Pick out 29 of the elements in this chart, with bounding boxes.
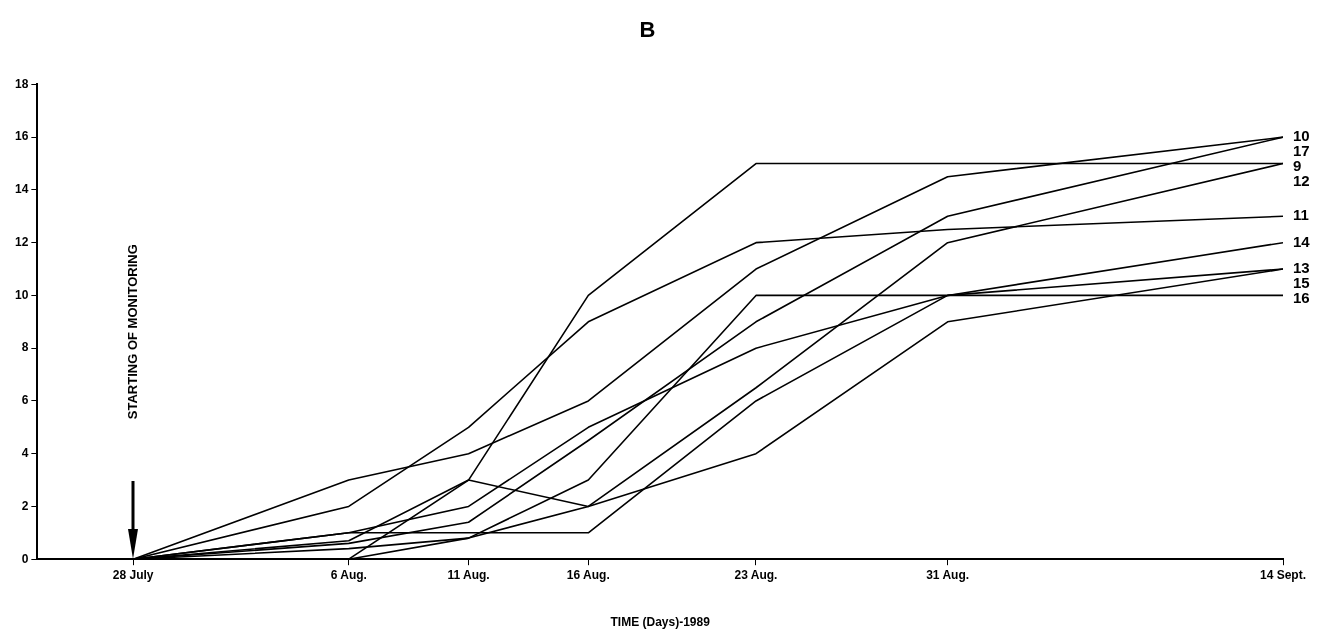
series-label: 15 xyxy=(1293,274,1310,292)
y-tick-label: 6 xyxy=(21,393,29,408)
series-label: 10 xyxy=(1293,127,1310,145)
annotation: STARTING OF MONITORING xyxy=(124,244,140,420)
x-tick-label: 28 July xyxy=(112,567,154,582)
series-label: 14 xyxy=(1293,232,1311,250)
y-tick-label: 0 xyxy=(21,551,29,566)
series-label: 12 xyxy=(1293,172,1310,190)
y-tick-label: 10 xyxy=(14,287,29,302)
series-label: 9 xyxy=(1293,157,1302,175)
series-label: 13 xyxy=(1293,259,1310,277)
series-label: 11 xyxy=(1293,206,1309,224)
x-tick-label: 23 Aug. xyxy=(734,567,778,582)
series-label: 17 xyxy=(1293,142,1310,160)
y-tick-label: 18 xyxy=(14,76,29,91)
series-label: 16 xyxy=(1293,289,1310,307)
y-tick-label: 14 xyxy=(14,182,29,197)
x-tick-label: 11 Aug. xyxy=(447,567,490,582)
x-tick-label: 14 Sept. xyxy=(1259,567,1307,582)
y-tick-label: 4 xyxy=(21,446,29,460)
x-tick-label: 16 Aug. xyxy=(566,567,610,582)
y-tick-label: 12 xyxy=(14,234,29,249)
chart-title: B xyxy=(639,17,656,43)
y-tick-label: 16 xyxy=(14,129,29,144)
y-tick-label: 8 xyxy=(21,340,29,355)
y-tick-label: 2 xyxy=(21,498,29,513)
x-axis-title: TIME (Days)-1989 xyxy=(610,615,711,630)
x-tick-label: 31 Aug. xyxy=(926,567,970,582)
x-tick-label: 6 Aug. xyxy=(330,567,367,582)
